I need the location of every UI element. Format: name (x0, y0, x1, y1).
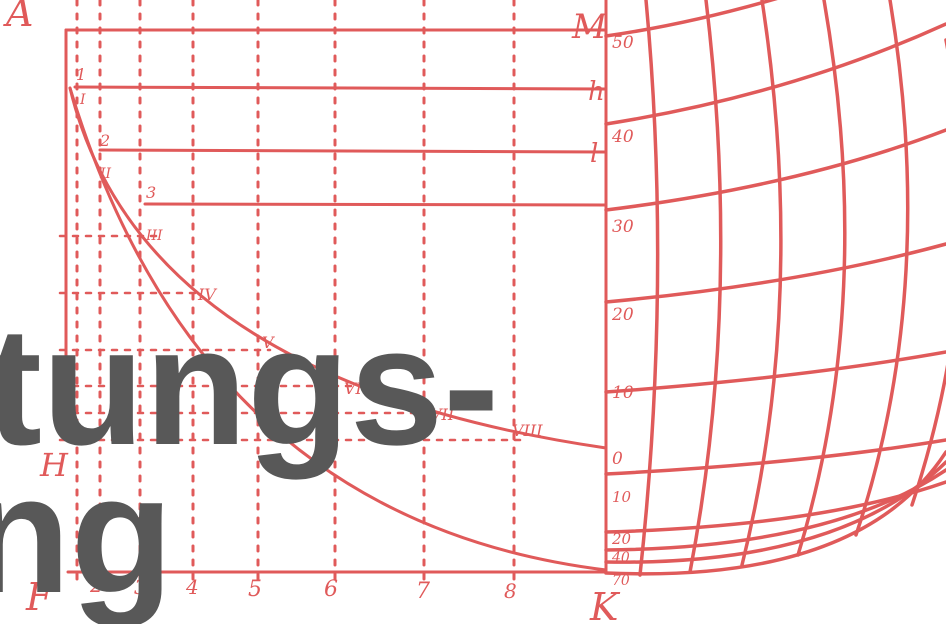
degree-70-south: 70 (612, 573, 630, 589)
roman-3: III (145, 228, 163, 244)
roman-5: V (262, 333, 275, 352)
degree-10: 10 (612, 383, 634, 403)
number-3: 3 (146, 183, 156, 202)
label-k: K (589, 585, 621, 624)
roman-8: VIII (512, 421, 543, 440)
label-h: H (39, 446, 69, 484)
curve-numbers: 1 2 3 (76, 65, 156, 202)
overlay-heading: tungs- ng (0, 292, 499, 624)
tick-6: 6 (324, 577, 338, 602)
degree-30: 30 (612, 217, 634, 237)
degree-20: 20 (611, 305, 634, 325)
dotted-grid-verticals (75, 0, 516, 587)
tick-8: 8 (504, 579, 517, 603)
roman-2: II (99, 166, 112, 182)
degree-50: 50 (612, 33, 634, 53)
overlay-line-1: tungs- (0, 292, 499, 480)
label-a: A (3, 0, 33, 35)
roman-4: IV (197, 285, 217, 304)
roman-1: I (79, 92, 86, 108)
globe-meridians (638, 0, 946, 577)
tick-4: 4 (185, 575, 199, 599)
tick-7: 7 (416, 579, 430, 604)
roman-7: VII (430, 405, 455, 424)
frame-lines (64, 0, 608, 574)
roman-numerals: I II III IV V VI VII VIII (79, 92, 543, 440)
globe-parallels (604, 0, 946, 576)
number-2: 2 (99, 131, 110, 150)
tick-2: 2 (89, 573, 103, 597)
curves (68, 86, 608, 572)
tick-3: 3 (134, 575, 147, 599)
number-1: 1 (76, 65, 86, 84)
degree-10-south: 10 (612, 488, 632, 506)
degree-labels: 50 40 30 20 10 0 10 20 40 70 (611, 33, 634, 589)
label-f: F (25, 575, 54, 619)
overlay-line-2: ng (0, 440, 173, 624)
roman-6: VI (344, 379, 363, 398)
degree-40: 40 (611, 127, 634, 147)
bottom-tick-labels: 2 3 4 5 6 7 8 (89, 573, 517, 604)
degree-40-south: 40 (611, 550, 630, 566)
label-m: M (571, 7, 608, 47)
label-l: l (590, 139, 598, 169)
letter-labels: A M h l H F K (3, 0, 621, 624)
degree-0: 0 (612, 449, 623, 469)
tick-5: 5 (248, 577, 262, 602)
label-h-small: h (588, 77, 605, 107)
degree-20-south: 20 (611, 530, 632, 548)
